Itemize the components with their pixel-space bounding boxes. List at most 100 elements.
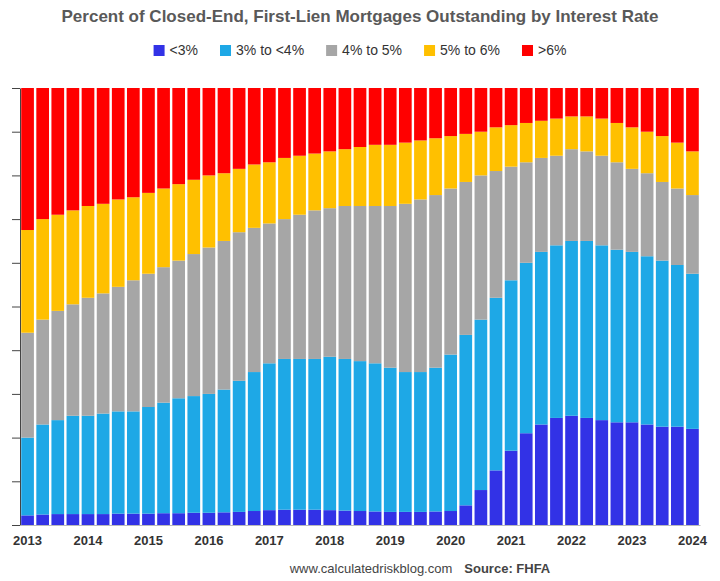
bar-segment — [369, 363, 382, 511]
legend-item: <3% — [154, 42, 198, 58]
bar-segment — [399, 204, 412, 372]
legend-label: 5% to 6% — [440, 42, 500, 58]
legend-item: 5% to 6% — [424, 42, 500, 58]
bar-segment — [656, 136, 669, 182]
bar-segment — [444, 136, 457, 188]
x-tick-label: 2022 — [557, 533, 586, 548]
y-tick-mark — [12, 350, 20, 351]
bar-segment — [323, 151, 336, 208]
bar-segment — [172, 513, 185, 525]
bar-segment — [21, 438, 34, 516]
bar-segment — [475, 490, 488, 525]
bar-segment — [611, 422, 624, 525]
bar-segment — [339, 206, 352, 359]
bar-segment — [82, 206, 95, 298]
bar-segment — [641, 88, 654, 132]
bar-segment — [686, 195, 699, 274]
bar-segment — [323, 208, 336, 357]
bar-segment — [308, 154, 321, 211]
bar-segment — [595, 420, 608, 525]
x-tick: 2018 — [315, 525, 344, 548]
bar-segment — [641, 173, 654, 256]
x-tick-label: 2016 — [194, 533, 223, 548]
legend-label: <3% — [170, 42, 198, 58]
bar-segment — [82, 416, 95, 514]
bar-segment — [278, 359, 291, 510]
bar-segment — [142, 274, 155, 407]
y-tick-mark — [12, 263, 20, 264]
bar-segment — [127, 280, 140, 411]
y-tick — [12, 219, 20, 220]
bar-segment — [580, 116, 593, 151]
bar-segment — [293, 88, 306, 156]
bar-segment — [565, 416, 578, 525]
bar-segment — [36, 219, 49, 320]
bar-segment — [233, 169, 246, 232]
x-tick: 2016 — [194, 525, 223, 548]
bar-segment — [354, 511, 367, 525]
x-tick-label: 2013 — [13, 533, 42, 548]
bar-segment — [51, 215, 64, 311]
legend: <3%3% to <4%4% to 5%5% to 6%>6% — [154, 42, 567, 58]
bar-segment — [490, 127, 503, 171]
bar-segment — [127, 514, 140, 525]
bar-segment — [112, 287, 125, 412]
bar-segment — [187, 396, 200, 513]
x-tick: 2015 — [134, 525, 163, 548]
x-tick-label: 2023 — [618, 533, 647, 548]
bar-segment — [399, 88, 412, 143]
bar-segment — [218, 241, 231, 390]
bar-segment — [293, 510, 306, 525]
bar-segment — [97, 414, 110, 515]
bar-segment — [354, 147, 367, 206]
bar-segment — [369, 206, 382, 363]
bar-segment — [414, 199, 427, 372]
bar-segment — [429, 88, 442, 138]
bar-segment — [595, 119, 608, 156]
bar-segment — [142, 88, 155, 193]
bar-segment — [233, 88, 246, 169]
bar-segment — [595, 156, 608, 246]
x-tick: 2021 — [497, 525, 526, 548]
legend-label: 4% to 5% — [342, 42, 402, 58]
bar-segment — [97, 514, 110, 525]
bar-segment — [218, 512, 231, 525]
bar-segment — [626, 169, 639, 252]
x-tick-label: 2024 — [678, 533, 708, 548]
bar-segment — [580, 151, 593, 241]
y-tick-mark — [12, 481, 20, 482]
bar-segment — [399, 372, 412, 512]
bar-segment — [414, 372, 427, 512]
bar-segment — [308, 88, 321, 154]
bar-segment — [671, 265, 684, 427]
x-tick: 2013 — [13, 525, 42, 548]
bar-segment — [82, 88, 95, 206]
bar-segment — [142, 514, 155, 525]
bar-segment — [51, 88, 64, 215]
bar-segment — [611, 88, 624, 123]
y-axis — [12, 89, 21, 526]
bar-segment — [626, 88, 639, 127]
bar-segment — [112, 514, 125, 525]
bar-segment — [323, 88, 336, 151]
bar-segment — [51, 420, 64, 514]
bar-segment — [459, 134, 472, 182]
bar-segment — [203, 248, 216, 394]
bar-segment — [36, 515, 49, 525]
y-tick-mark — [12, 394, 20, 395]
bar-segment — [112, 411, 125, 513]
x-axis: 2013201420152016201720182019202020212022… — [13, 525, 708, 548]
bar-segment — [505, 451, 518, 525]
bar-segment — [203, 88, 216, 175]
bar-segment — [656, 261, 669, 427]
bar-segment — [187, 513, 200, 525]
bar-segment — [369, 511, 382, 525]
bar-segment — [36, 320, 49, 425]
bar-segment — [36, 88, 49, 219]
bar-segment — [384, 368, 397, 512]
legend-swatch — [522, 45, 533, 56]
annotation: Source: FHFA — [464, 561, 551, 576]
bar-segment — [21, 88, 34, 230]
plot: 2013201420152016201720182019202020212022… — [12, 88, 708, 548]
bar-segment — [671, 88, 684, 143]
